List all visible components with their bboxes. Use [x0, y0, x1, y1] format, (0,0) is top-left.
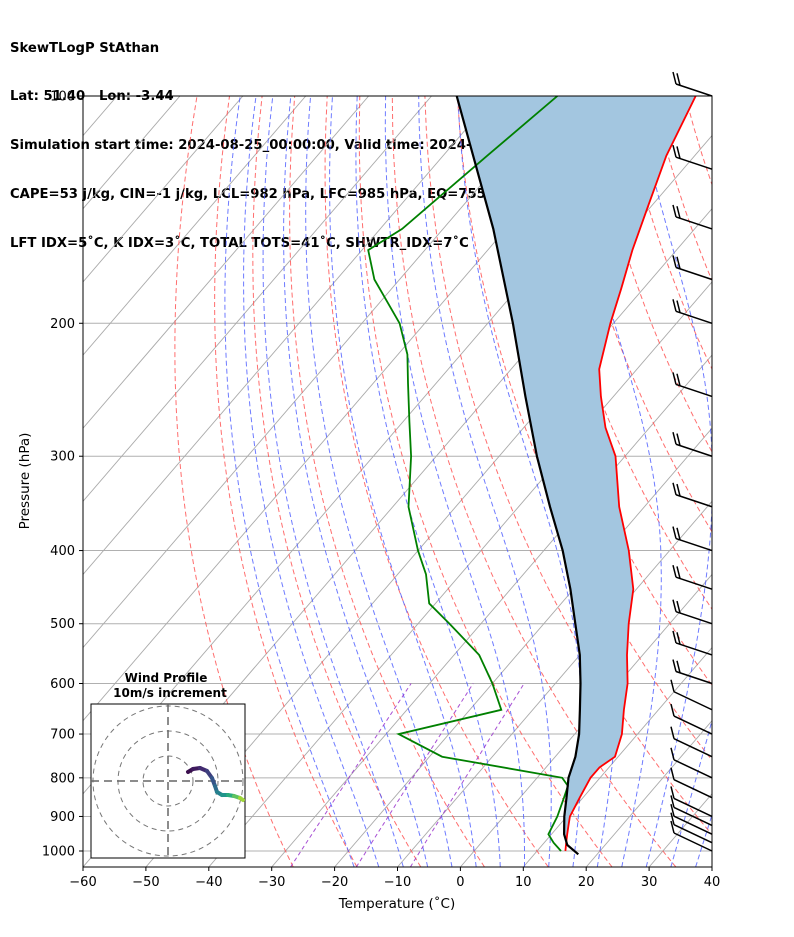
dry-adiabat: [783, 96, 794, 867]
dry-adiabat: [718, 96, 794, 867]
isotherm-line: [460, 573, 712, 867]
isotherm-line: [83, 96, 244, 283]
dry-adiabat: [751, 96, 794, 867]
dry-adiabat: [456, 96, 712, 762]
moist-adiabat: [418, 96, 552, 867]
y-tick-label: 900: [50, 810, 75, 825]
mixing-ratio-line: [409, 683, 525, 867]
moist-adiabat: [562, 96, 662, 867]
moist-adiabat: [262, 96, 404, 867]
cape-area: [456, 96, 696, 846]
wind-barb: [670, 812, 713, 844]
wind-barb: [672, 71, 713, 97]
dry-adiabat: [289, 96, 485, 867]
dry-adiabat: [391, 96, 677, 867]
wind-barb: [672, 526, 713, 552]
moist-adiabat: [224, 96, 355, 867]
y-axis-label: Pressure (hPa): [17, 433, 33, 530]
station-title: SkewTLogP StAthan: [10, 40, 160, 56]
wind-barb: [670, 767, 713, 799]
isotherm-line: [397, 500, 712, 867]
x-tick-label: 10: [515, 875, 532, 890]
x-tick-label: −50: [132, 875, 159, 890]
dry-adiabat: [174, 96, 294, 867]
moist-adiabat: [355, 96, 501, 867]
y-tick-label: 200: [50, 317, 75, 332]
x-tick-label: −30: [258, 875, 285, 890]
y-tick-label: 100: [50, 90, 75, 105]
isotherm-line: [83, 96, 495, 576]
y-tick-label: 700: [50, 728, 75, 743]
inset-title: Wind Profile: [125, 671, 208, 685]
wind-barb: [670, 804, 713, 835]
location-line: Lat: 51.40 Lon: -3.44: [10, 89, 174, 105]
wind-barb: [670, 679, 713, 711]
dry-adiabat: [252, 96, 422, 867]
wind-barbs: [670, 71, 713, 852]
wind-barb: [672, 482, 713, 508]
x-tick-label: 20: [578, 875, 595, 890]
x-tick-label: 0: [456, 875, 464, 890]
parcel-profile-line: [455, 96, 582, 856]
y-tick-label: 500: [50, 617, 75, 632]
wind-barb: [672, 255, 713, 281]
x-tick-label: −60: [69, 875, 96, 890]
hodograph-segment: [238, 796, 245, 802]
moist-adiabat: [695, 813, 712, 867]
x-tick-label: −10: [384, 875, 411, 890]
wind-barb: [670, 786, 713, 818]
data-layer: [367, 96, 697, 856]
x-tick-label: −20: [321, 875, 348, 890]
isotherm-line: [775, 96, 794, 867]
y-tick-label: 1000: [42, 845, 75, 860]
isotherm-line: [585, 720, 712, 867]
wind-barb: [670, 703, 713, 735]
dry-adiabat: [587, 96, 712, 453]
dry-adiabat: [214, 96, 358, 867]
wind-barb: [672, 432, 713, 457]
wind-barb: [672, 630, 713, 656]
moist-adiabat: [634, 96, 712, 867]
moist-adiabat: [384, 96, 525, 867]
y-tick-label: 800: [50, 771, 75, 786]
wind-barb: [670, 820, 713, 852]
wind-barb: [670, 726, 713, 758]
y-tick-label: 400: [50, 544, 75, 559]
moist-adiabat: [329, 96, 477, 867]
isotherm-line: [83, 96, 558, 649]
wind-barb: [672, 599, 713, 625]
wind-barb: [672, 372, 713, 398]
x-axis-label: Temperature (˚C): [338, 895, 456, 912]
isotherm-line: [522, 646, 712, 867]
dewpoint-profile-line: [367, 96, 569, 852]
y-tick-label: 600: [50, 677, 75, 692]
wind-barb: [672, 299, 713, 324]
isotherm-line: [83, 96, 432, 502]
isotherm-line: [208, 281, 712, 867]
wind-barb: [672, 659, 713, 685]
axes: −60 −50 −40 −30 −20 −10 0 10 20 30 40 100 200 300 400 5…: [42, 90, 720, 891]
inset-subtitle: 10m/s increment: [113, 686, 227, 700]
dry-adiabat: [324, 96, 549, 867]
isotherm-line: [83, 96, 370, 429]
wind-barb: [670, 795, 713, 827]
wind-barb: [672, 144, 713, 170]
wind-barb: [670, 747, 713, 779]
x-tick-label: 40: [704, 875, 721, 890]
isotherm-line: [83, 96, 307, 356]
temperature-profile-line: [564, 96, 697, 852]
moist-adiabat: [243, 96, 380, 867]
isotherm-line: [334, 427, 712, 867]
y-tick-label: 300: [50, 450, 75, 465]
moist-adiabat: [670, 718, 712, 867]
mixing-ratio-line: [290, 683, 412, 867]
x-tick-label: −40: [195, 875, 222, 890]
x-tick-label: 30: [641, 875, 658, 890]
wind-barb: [672, 564, 713, 590]
isotherm-line: [711, 866, 712, 867]
wind-barb: [672, 204, 713, 230]
isotherm-line: [648, 793, 712, 867]
